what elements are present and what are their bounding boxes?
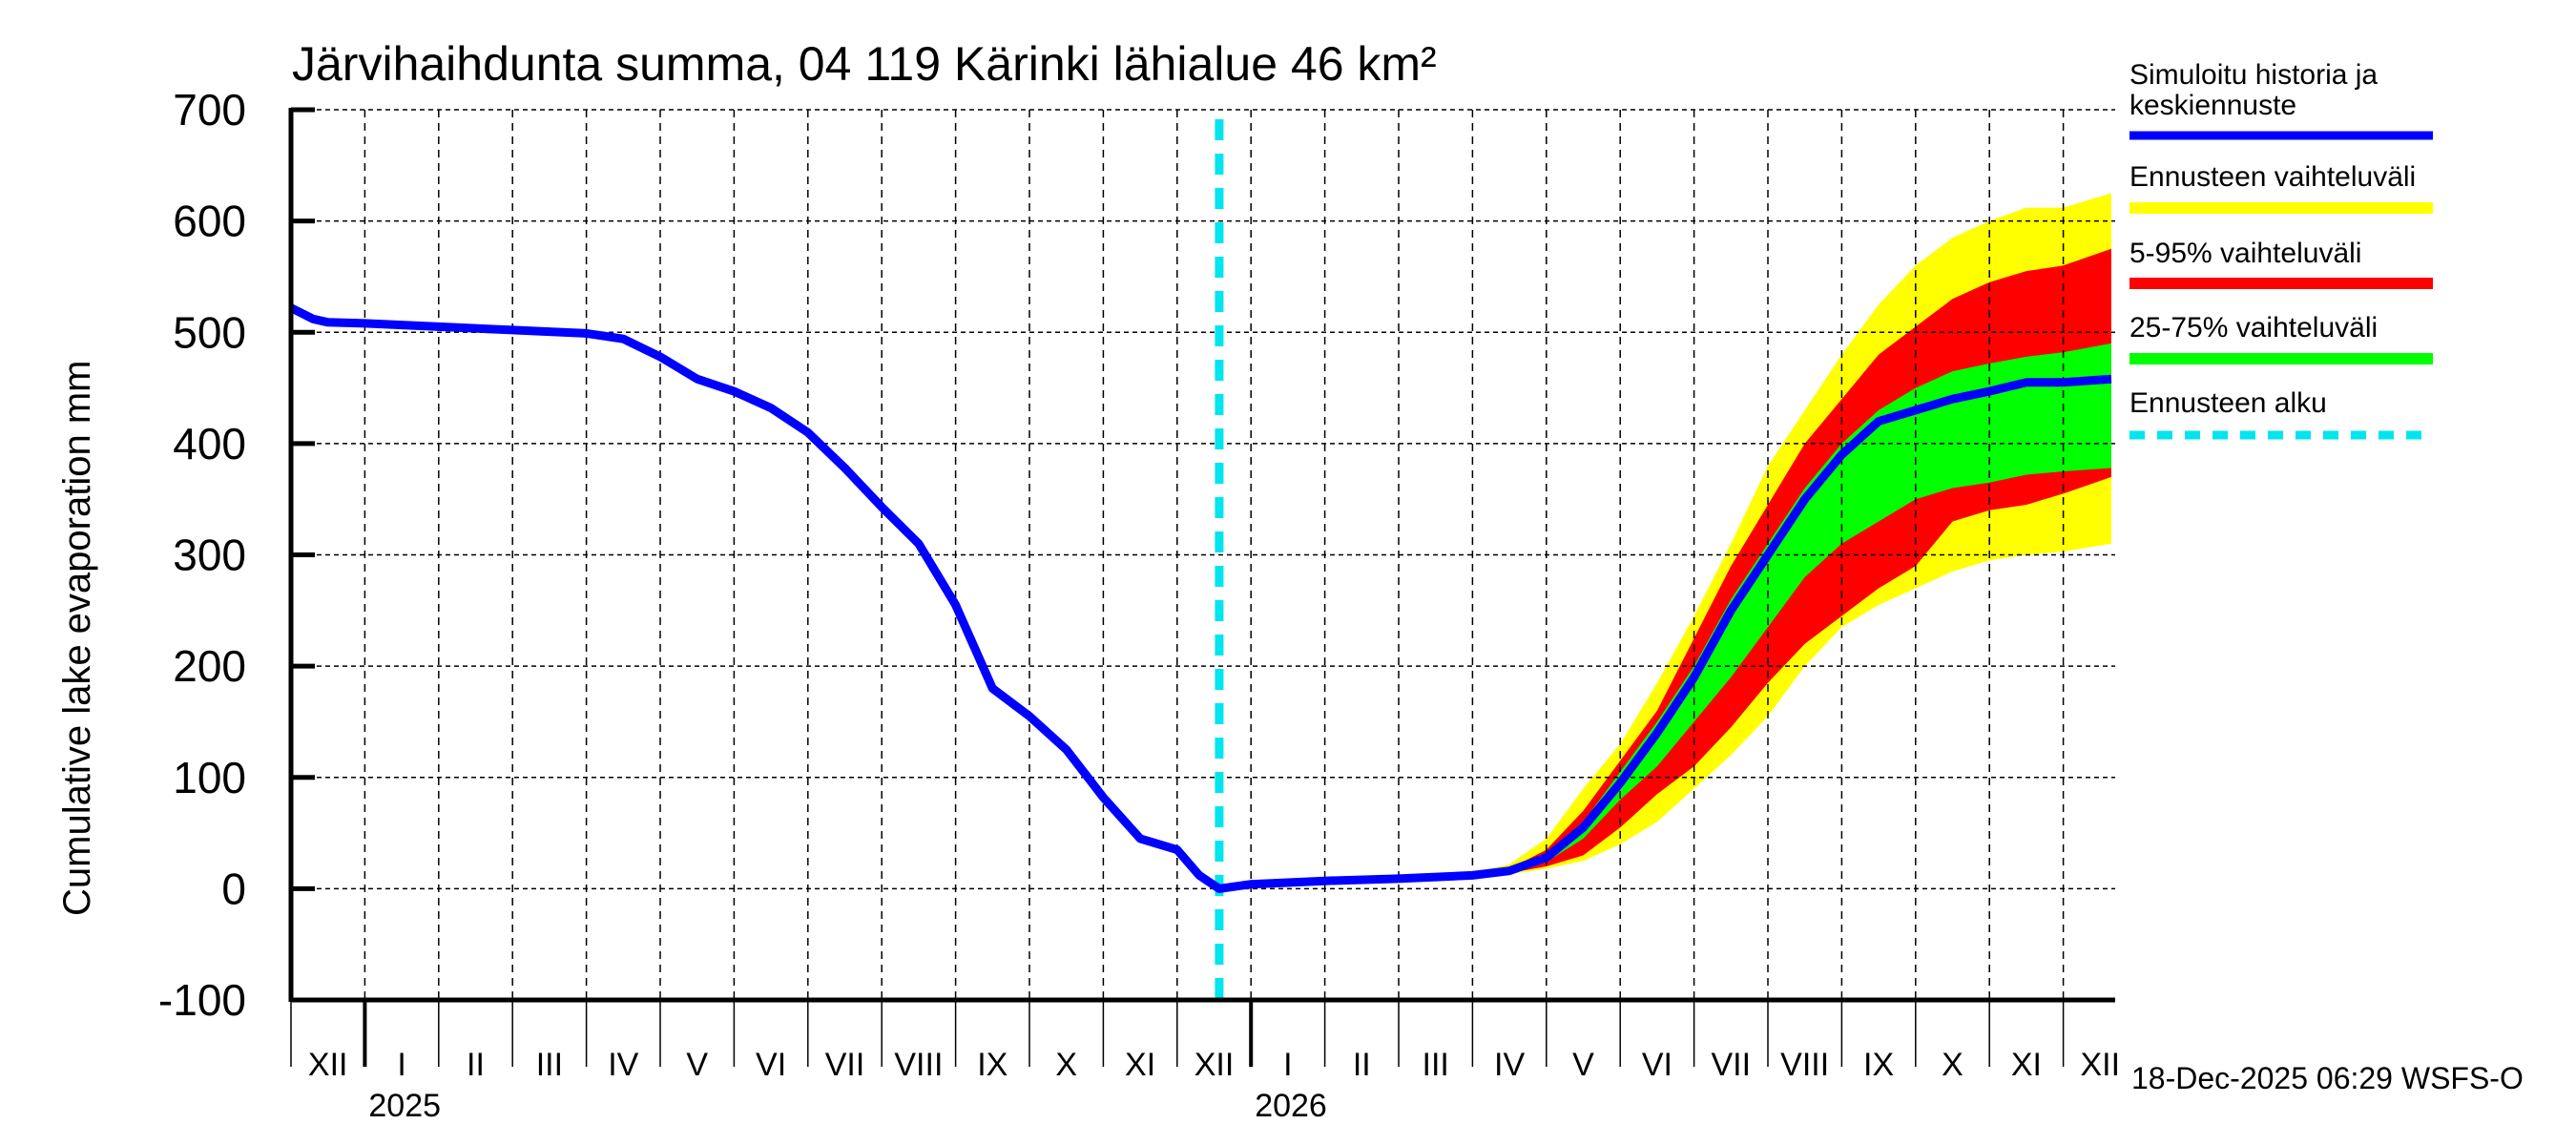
month-label: VIII <box>1780 1047 1829 1083</box>
month-label: XI <box>1125 1047 1155 1083</box>
chart-title: Järvihaihdunta summa, 04 119 Kärinki läh… <box>292 37 1437 91</box>
month-label: V <box>686 1047 708 1083</box>
legend-label: Ennusteen vaihteluväli <box>2129 161 2416 193</box>
y-axis-label: Cumulative lake evaporation mm <box>56 361 98 916</box>
month-label: II <box>1353 1047 1371 1083</box>
month-label: VI <box>1642 1047 1672 1083</box>
year-label: 2026 <box>1255 1088 1327 1124</box>
y-tick-label: -100 <box>158 975 246 1025</box>
month-label: III <box>1423 1047 1449 1083</box>
legend-label: 25-75% vaihteluväli <box>2129 312 2378 344</box>
month-label: IX <box>977 1047 1008 1083</box>
month-label: IX <box>1863 1047 1894 1083</box>
y-tick-label: 500 <box>173 307 246 357</box>
month-label: I <box>1283 1047 1292 1083</box>
month-label: XII <box>2081 1047 2121 1083</box>
month-label: X <box>1942 1047 1963 1083</box>
month-label: XII <box>1195 1047 1235 1083</box>
month-label: X <box>1055 1047 1077 1083</box>
month-label: XI <box>2011 1047 2042 1083</box>
month-label: VI <box>756 1047 786 1083</box>
month-label: XII <box>308 1047 348 1083</box>
y-tick-label: 300 <box>173 531 246 580</box>
y-tick-label: 700 <box>173 85 246 135</box>
year-label: 2025 <box>368 1088 441 1124</box>
month-label: II <box>467 1047 485 1083</box>
band-p25-75 <box>1218 343 2111 889</box>
y-tick-label: 0 <box>221 864 246 913</box>
month-label: IV <box>1494 1047 1525 1083</box>
timestamp: 18-Dec-2025 06:29 WSFS-O <box>2131 1061 2524 1095</box>
month-label: III <box>536 1047 563 1083</box>
grid <box>291 109 2115 1001</box>
median-line <box>288 303 2112 893</box>
legend-label: Simuloitu historia ja <box>2129 59 2378 91</box>
y-tick-label: 600 <box>173 197 246 246</box>
month-label: V <box>1572 1047 1594 1083</box>
legend-label: Ennusteen alku <box>2129 387 2327 419</box>
month-label: VIII <box>894 1047 943 1083</box>
legend-label: 5-95% vaihteluväli <box>2129 238 2361 269</box>
y-tick-label: 400 <box>173 419 246 468</box>
legend-label: keskiennuste <box>2129 90 2296 121</box>
month-label: VII <box>1712 1047 1752 1083</box>
y-ticks: 700 600 500 400 300 200 100 0 -100 <box>158 85 315 1025</box>
month-label: VII <box>825 1047 865 1083</box>
month-label: IV <box>608 1047 638 1083</box>
x-ticks: XII I II III IV V VI VII VIII IX X XI XII I II III IV V VI… <box>290 1000 2121 1124</box>
y-tick-label: 200 <box>173 641 246 691</box>
series-lines <box>288 119 2112 1000</box>
y-tick-label: 100 <box>173 753 246 802</box>
month-label: I <box>397 1047 405 1083</box>
forecast-bands <box>1218 193 2111 889</box>
